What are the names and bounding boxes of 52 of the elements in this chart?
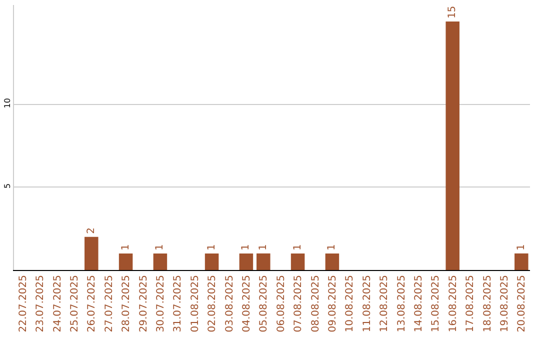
data-label: 1: [258, 244, 269, 250]
x-tick-label: 06.08.2025: [276, 275, 287, 332]
x-tick-label: 17.08.2025: [465, 275, 476, 332]
x-tick-label: 12.08.2025: [379, 275, 390, 332]
x-tick-label: 15.08.2025: [430, 275, 442, 332]
data-label: 1: [154, 244, 166, 250]
data-label: 1: [292, 244, 304, 250]
bar: [239, 253, 254, 270]
x-tick-label: 11.08.2025: [362, 275, 373, 332]
x-tick-label: 18.08.2025: [482, 275, 494, 332]
x-tick-label: 25.07.2025: [69, 275, 80, 332]
x-tick-label: 13.08.2025: [396, 275, 408, 332]
bar: [514, 253, 528, 270]
x-tick-label: 10.08.2025: [344, 275, 356, 332]
data-label: 1: [120, 244, 132, 250]
bar: [290, 253, 305, 270]
x-tick-label: 09.08.2025: [327, 275, 338, 332]
x-tick-label: 04.08.2025: [241, 275, 252, 332]
bar: [118, 253, 133, 270]
x-tick-label: 14.08.2025: [413, 275, 424, 332]
x-tick-label: 20.08.2025: [516, 275, 528, 332]
x-tick-label: 28.07.2025: [121, 275, 132, 332]
x-tick-label: 05.08.2025: [258, 275, 270, 332]
x-tick-label: 01.08.2025: [190, 275, 201, 332]
x-tick-label: 24.07.2025: [52, 275, 64, 332]
x-tick-label: 22.07.2025: [18, 275, 29, 332]
y-tick-label: 10: [2, 98, 12, 108]
x-tick-label: 23.07.2025: [35, 275, 46, 332]
bar: [325, 253, 340, 270]
x-tick-label: 08.08.2025: [310, 275, 322, 332]
data-label: 2: [86, 228, 97, 234]
x-tick-label: 02.08.2025: [207, 275, 218, 332]
x-tick-label: 30.07.2025: [155, 275, 166, 332]
x-tick-label: 27.07.2025: [104, 275, 115, 332]
bar: [153, 253, 168, 270]
y-tick-label: 5: [2, 183, 12, 189]
data-label: 15: [447, 6, 458, 19]
data-label: 1: [516, 244, 527, 250]
x-tick-label: 19.08.2025: [499, 275, 510, 332]
x-tick-label: 26.07.2025: [86, 275, 98, 332]
x-tick-label: 31.07.2025: [172, 275, 184, 332]
bar: [446, 22, 460, 270]
data-label: 1: [240, 244, 252, 250]
data-label: 1: [206, 244, 218, 250]
bar: [256, 253, 270, 270]
data-label: 1: [326, 244, 338, 250]
bar: [84, 236, 98, 270]
x-tick-label: 03.08.2025: [224, 275, 236, 332]
x-tick-label: 29.07.2025: [138, 275, 150, 332]
x-tick-label: 16.08.2025: [448, 275, 459, 332]
x-tick-label: 07.08.2025: [293, 275, 304, 332]
bar: [204, 253, 219, 270]
